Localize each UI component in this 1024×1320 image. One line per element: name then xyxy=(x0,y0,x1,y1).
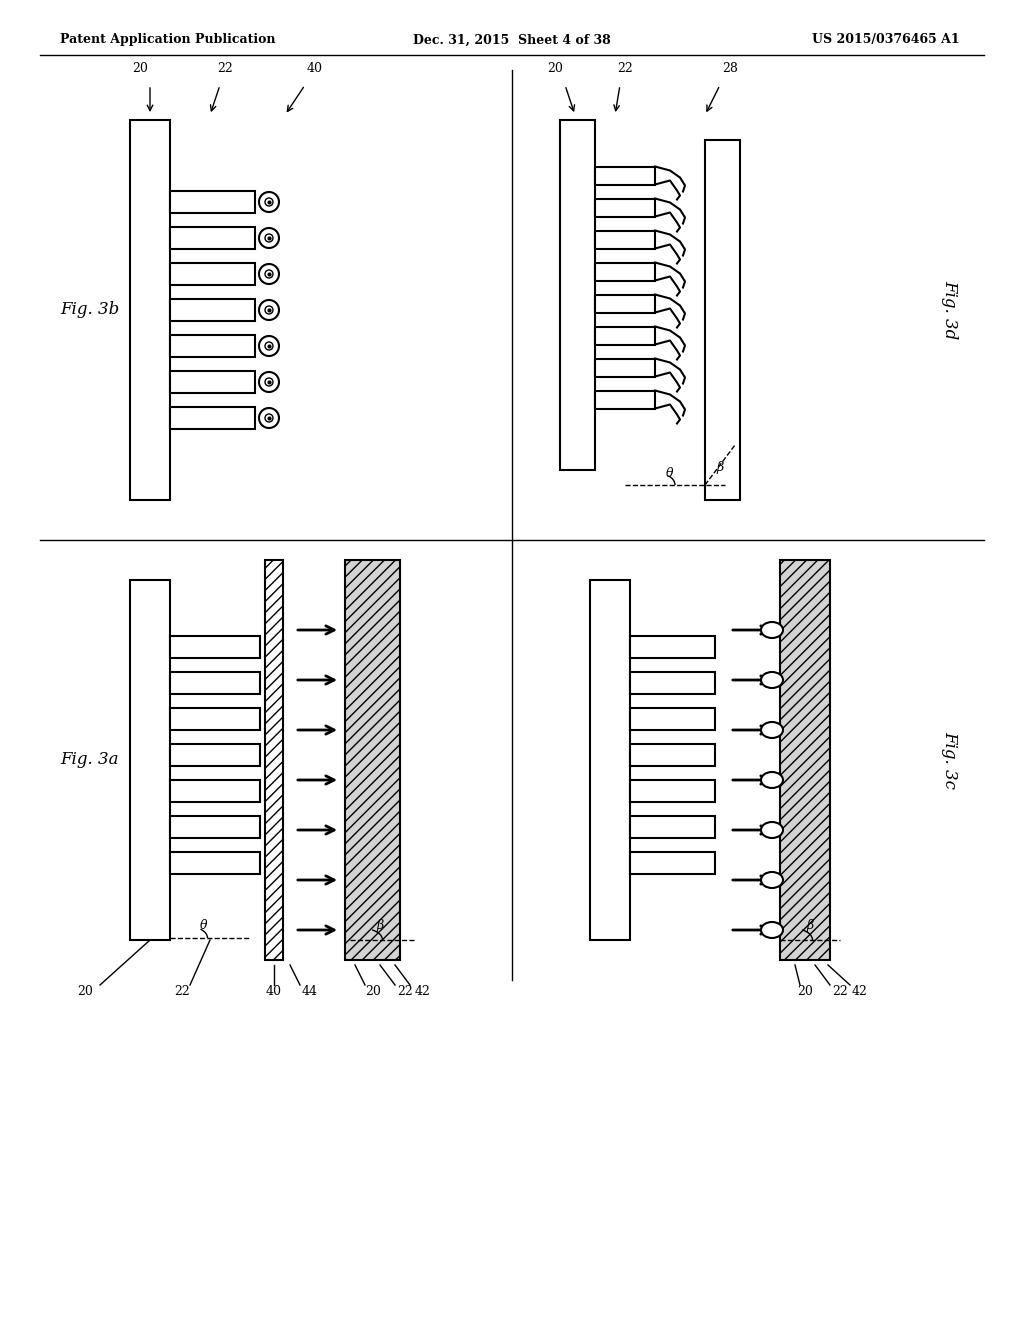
Ellipse shape xyxy=(761,622,783,638)
Bar xyxy=(595,391,655,408)
Bar xyxy=(630,780,715,803)
Bar xyxy=(170,407,255,429)
Bar xyxy=(595,326,655,345)
Text: 20: 20 xyxy=(77,985,93,998)
Bar xyxy=(170,672,260,694)
Bar xyxy=(630,672,715,694)
Ellipse shape xyxy=(761,672,783,688)
Bar xyxy=(630,851,715,874)
Bar xyxy=(595,231,655,248)
Text: Fig. 3a: Fig. 3a xyxy=(60,751,119,768)
Text: 20: 20 xyxy=(797,985,813,998)
Ellipse shape xyxy=(761,772,783,788)
Bar xyxy=(170,371,255,393)
Text: 42: 42 xyxy=(415,985,431,998)
Text: β: β xyxy=(717,461,724,474)
Bar xyxy=(630,636,715,657)
Text: θ: θ xyxy=(201,919,208,932)
Bar xyxy=(595,198,655,216)
Bar xyxy=(630,744,715,766)
Bar xyxy=(170,851,260,874)
Text: Fig. 3c: Fig. 3c xyxy=(941,731,958,789)
Bar xyxy=(265,560,283,960)
Text: β: β xyxy=(377,919,384,932)
Bar xyxy=(130,120,170,500)
Text: β: β xyxy=(806,919,814,932)
Bar xyxy=(780,560,830,960)
Text: 40: 40 xyxy=(266,985,282,998)
Text: 40: 40 xyxy=(307,62,323,75)
Bar xyxy=(170,636,260,657)
Bar xyxy=(595,263,655,281)
Bar xyxy=(170,191,255,213)
Text: Fig. 3d: Fig. 3d xyxy=(941,280,958,339)
Bar xyxy=(705,140,740,500)
Bar xyxy=(130,579,170,940)
Ellipse shape xyxy=(761,921,783,939)
Bar xyxy=(170,227,255,249)
Text: 22: 22 xyxy=(217,62,232,75)
Text: US 2015/0376465 A1: US 2015/0376465 A1 xyxy=(812,33,961,46)
Text: Dec. 31, 2015  Sheet 4 of 38: Dec. 31, 2015 Sheet 4 of 38 xyxy=(413,33,611,46)
Bar xyxy=(630,816,715,838)
Bar xyxy=(560,120,595,470)
Bar xyxy=(630,708,715,730)
Text: Patent Application Publication: Patent Application Publication xyxy=(60,33,275,46)
Text: 22: 22 xyxy=(833,985,848,998)
Text: 42: 42 xyxy=(852,985,868,998)
Text: 20: 20 xyxy=(547,62,563,75)
Bar xyxy=(170,780,260,803)
Ellipse shape xyxy=(761,822,783,838)
Text: Fig. 3b: Fig. 3b xyxy=(60,301,120,318)
Bar xyxy=(170,300,255,321)
Bar xyxy=(345,560,400,960)
Bar xyxy=(590,579,630,940)
Ellipse shape xyxy=(761,873,783,888)
Text: 44: 44 xyxy=(302,985,318,998)
Text: 28: 28 xyxy=(722,62,738,75)
Bar xyxy=(170,263,255,285)
Text: 22: 22 xyxy=(617,62,633,75)
Text: θ: θ xyxy=(667,467,674,480)
Bar xyxy=(595,359,655,376)
Bar xyxy=(170,708,260,730)
Bar xyxy=(170,816,260,838)
Ellipse shape xyxy=(761,722,783,738)
Text: 20: 20 xyxy=(132,62,147,75)
Text: 22: 22 xyxy=(397,985,413,998)
Bar xyxy=(595,294,655,313)
Text: 22: 22 xyxy=(174,985,189,998)
Bar xyxy=(595,166,655,185)
Text: 20: 20 xyxy=(366,985,381,998)
Bar xyxy=(170,744,260,766)
Bar xyxy=(170,335,255,356)
